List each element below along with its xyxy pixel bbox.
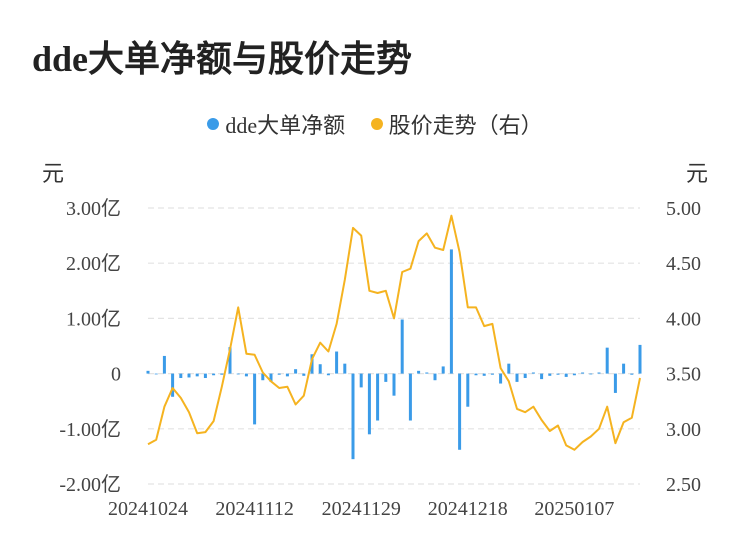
dde-bar: [384, 373, 388, 382]
right-tick-label: 3.00: [666, 419, 701, 441]
dde-bar: [622, 363, 626, 374]
dde-bar: [343, 363, 347, 374]
right-axis-ticks: 5.00 4.50 4.00 3.50 3.00 2.50: [666, 198, 701, 496]
dde-bar: [581, 372, 585, 374]
dde-bar: [466, 373, 470, 407]
dde-bar: [269, 373, 273, 382]
dde-bar: [228, 347, 232, 374]
dde-bar: [195, 373, 199, 377]
dde-bar: [630, 373, 634, 375]
dde-bar: [482, 373, 486, 376]
dde-bar: [326, 373, 330, 376]
dde-bar: [425, 372, 429, 374]
left-axis-unit: 元: [42, 161, 65, 186]
dde-bar: [474, 373, 478, 376]
right-tick-label: 3.50: [666, 364, 701, 386]
dde-bar: [261, 373, 265, 381]
legend-label-dde: dde大单净额: [225, 113, 346, 138]
dde-bar: [285, 373, 289, 377]
right-tick-label: 2.50: [666, 474, 701, 496]
right-tick-label: 4.50: [666, 253, 701, 275]
dde-bar: [236, 373, 240, 375]
x-tick-label: 20241112: [215, 498, 294, 520]
dde-bar: [408, 373, 412, 421]
legend-label-price: 股价走势（右）: [388, 113, 543, 138]
dde-bar: [523, 373, 527, 379]
dde-bar: [507, 363, 511, 374]
dde-bar: [458, 373, 462, 450]
dde-bar: [162, 355, 166, 374]
dde-bar: [433, 373, 437, 381]
left-tick-label: 0: [111, 364, 121, 386]
left-tick-label: 3.00亿: [66, 197, 121, 220]
price-series-line: [147, 214, 641, 451]
dde-bar: [441, 366, 445, 374]
legend: dde大单净额 股价走势（右）: [0, 108, 750, 140]
dde-bar: [203, 373, 207, 379]
dde-bar: [515, 373, 519, 382]
dde-bar: [499, 373, 503, 384]
x-tick-label: 20250107: [534, 498, 614, 520]
dde-bar: [400, 319, 404, 374]
legend-item-dde[interactable]: dde大单净额: [207, 108, 345, 140]
grid-lines: [148, 207, 640, 485]
left-tick-label: 2.00亿: [66, 252, 121, 275]
right-axis-unit: 元: [685, 161, 708, 186]
dde-bar: [376, 373, 380, 421]
legend-item-price[interactable]: 股价走势（右）: [370, 108, 543, 140]
dde-bar: [146, 370, 150, 374]
dde-bar: [564, 373, 568, 377]
dde-bar: [351, 373, 355, 460]
left-tick-label: -1.00亿: [59, 418, 121, 441]
dde-bar: [605, 347, 609, 374]
x-axis-ticks: 20241024 20241112 20241129 20241218 20250107: [108, 498, 614, 520]
dde-bar: [548, 373, 552, 376]
dde-bar: [490, 373, 494, 375]
x-tick-label: 20241218: [428, 498, 508, 520]
dde-bar: [171, 373, 175, 397]
legend-dot-price-icon: [370, 118, 383, 130]
dde-bar: [638, 344, 642, 374]
left-tick-label: -2.00亿: [59, 473, 121, 496]
dde-bars: [146, 249, 642, 460]
right-tick-label: 5.00: [666, 198, 701, 220]
dde-bar: [392, 373, 396, 396]
dde-bar: [335, 351, 339, 374]
dde-bar: [540, 373, 544, 380]
dde-bar: [359, 373, 363, 388]
left-axis-ticks: 3.00亿 2.00亿 1.00亿 0 -1.00亿 -2.00亿: [59, 197, 121, 496]
x-tick-label: 20241024: [108, 498, 188, 520]
x-tick-label: 20241129: [322, 498, 401, 520]
dde-bar: [597, 372, 601, 374]
dde-bar: [310, 354, 314, 374]
dde-bar: [220, 373, 224, 375]
dde-bar: [318, 364, 322, 374]
chart-title: dde大单净额与股价走势: [32, 39, 413, 79]
dde-bar: [556, 373, 560, 375]
dde-bar: [244, 373, 248, 377]
dde-bar: [294, 369, 298, 374]
dde-bar: [187, 373, 191, 378]
left-tick-label: 1.00亿: [66, 307, 121, 330]
dde-bar: [449, 249, 453, 374]
dde-bar: [613, 373, 617, 393]
right-tick-label: 4.00: [666, 308, 701, 330]
dde-bar: [417, 370, 421, 374]
dde-bar: [277, 373, 281, 375]
dde-bar: [179, 373, 183, 379]
dde-bar: [589, 373, 593, 375]
dde-bar: [154, 373, 158, 375]
dde-bar: [531, 372, 535, 374]
legend-dot-dde-icon: [207, 118, 220, 130]
dde-bar: [212, 373, 216, 376]
dde-bar: [302, 373, 306, 376]
price-line: [147, 214, 641, 451]
dde-bar: [253, 373, 257, 425]
dde-bar: [572, 373, 576, 376]
dde-bar: [367, 373, 371, 435]
